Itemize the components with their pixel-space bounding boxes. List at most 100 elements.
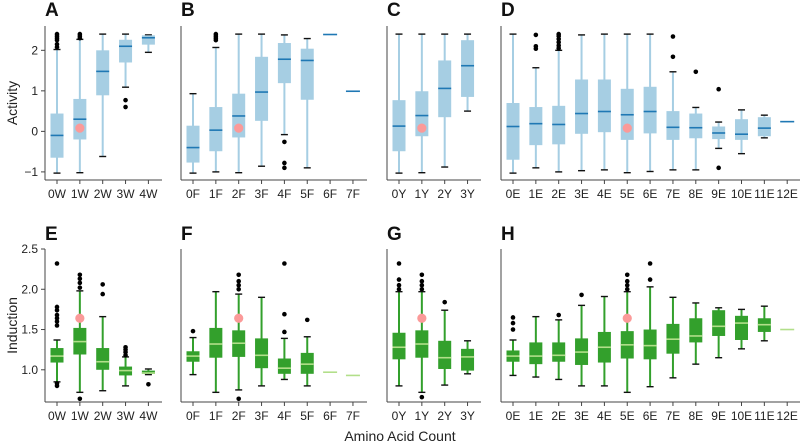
outlier-point xyxy=(213,31,219,37)
x-tick-label: 1W xyxy=(71,187,90,201)
x-tick-label: 12E xyxy=(777,409,798,423)
outlier-point xyxy=(510,315,516,320)
outlier-point xyxy=(670,34,676,39)
panel-label: D xyxy=(501,0,515,21)
outlier-point xyxy=(77,396,83,402)
outlier-point xyxy=(123,104,128,110)
x-tick-label: 3F xyxy=(255,187,269,201)
x-tick-label: 9E xyxy=(711,187,726,201)
x-tick-label: 3E xyxy=(574,187,589,201)
y-tick-label: 1.5 xyxy=(21,323,38,337)
x-tick-label: 7E xyxy=(666,187,681,201)
x-tick-label: 5E xyxy=(620,187,635,201)
box xyxy=(300,352,314,374)
y-tick-label: 1.0 xyxy=(21,363,38,377)
y-tick-label: 1 xyxy=(31,84,38,98)
x-tick-label: 6E xyxy=(643,409,658,423)
outlier-point xyxy=(100,291,105,297)
x-tick-label: 11E xyxy=(754,187,774,201)
box xyxy=(735,315,748,340)
outlier-point xyxy=(54,315,60,321)
x-axis-label: Amino Acid Count xyxy=(344,428,455,444)
box xyxy=(438,340,452,369)
x-tick-label: 1E xyxy=(529,187,544,201)
outlier-point xyxy=(77,31,83,37)
x-tick-label: 2E xyxy=(551,187,566,201)
outlier-point xyxy=(624,282,630,288)
outlier-point xyxy=(236,278,241,284)
outlier-point xyxy=(693,69,699,75)
outlier-point xyxy=(579,292,584,298)
outlier-point xyxy=(556,43,561,48)
y-tick-label: 2.0 xyxy=(21,282,38,296)
outlier-point xyxy=(146,381,151,387)
x-tick-label: 8E xyxy=(688,409,703,423)
outlier-point xyxy=(442,299,448,305)
x-tick-label: 0W xyxy=(48,409,67,423)
box xyxy=(255,56,269,121)
outlier-point xyxy=(282,261,287,266)
box xyxy=(643,329,657,360)
y-tick-label: −1 xyxy=(24,165,38,179)
x-tick-label: 0E xyxy=(506,187,521,201)
x-tick-label: 2Y xyxy=(437,409,452,423)
outlier-point xyxy=(396,261,402,266)
x-tick-label: 2W xyxy=(94,187,113,201)
y-tick-label: 2 xyxy=(31,43,38,57)
x-tick-label: 4W xyxy=(139,409,158,423)
panel-label: A xyxy=(45,0,59,21)
panel-label: H xyxy=(501,224,515,245)
x-tick-label: 3E xyxy=(574,409,589,423)
x-tick-label: 4E xyxy=(597,409,612,423)
box xyxy=(50,348,64,363)
box xyxy=(597,79,611,133)
outlier-point xyxy=(54,383,60,389)
outlier-point xyxy=(123,352,128,358)
x-tick-label: 0W xyxy=(48,187,67,201)
outlier-point xyxy=(556,39,561,45)
outlier-point xyxy=(624,272,630,278)
x-tick-label: 0F xyxy=(186,187,200,201)
outlier-point xyxy=(282,160,287,166)
box xyxy=(209,107,223,152)
x-tick-label: 11E xyxy=(754,409,774,423)
x-tick-label: 7F xyxy=(346,409,360,423)
x-tick-label: 2F xyxy=(232,187,246,201)
reference-point xyxy=(234,313,244,323)
reference-point xyxy=(622,313,632,323)
box xyxy=(392,332,406,360)
outlier-point xyxy=(54,307,60,313)
box xyxy=(461,40,475,97)
x-tick-label: 9E xyxy=(711,409,726,423)
box xyxy=(300,48,314,100)
x-tick-label: 1W xyxy=(71,409,90,423)
x-tick-label: 4E xyxy=(597,187,612,201)
outlier-point xyxy=(647,277,653,282)
x-tick-label: 2W xyxy=(94,409,113,423)
outlier-point xyxy=(190,328,196,334)
panel-label: B xyxy=(181,0,195,21)
outlier-point xyxy=(510,320,516,326)
outlier-point xyxy=(716,86,721,92)
y-axis-label: Activity xyxy=(4,81,20,125)
outlier-point xyxy=(282,139,287,145)
x-tick-label: 10E xyxy=(731,409,752,423)
box xyxy=(666,111,680,140)
x-tick-label: 12E xyxy=(777,187,798,201)
x-tick-label: 0F xyxy=(186,409,200,423)
box xyxy=(529,342,543,365)
x-tick-label: 5E xyxy=(620,409,635,423)
x-tick-label: 4F xyxy=(277,409,291,423)
outlier-point xyxy=(236,286,241,292)
panel-label: F xyxy=(181,224,193,245)
outlier-point xyxy=(716,165,721,171)
x-tick-label: 6F xyxy=(323,187,337,201)
box xyxy=(552,342,566,362)
outlier-point xyxy=(396,286,402,292)
reference-point xyxy=(417,313,427,323)
outlier-point xyxy=(396,277,402,282)
x-tick-label: 3W xyxy=(117,409,136,423)
outlier-point xyxy=(282,329,287,335)
outlier-point xyxy=(54,312,60,318)
y-tick-label: 0 xyxy=(31,124,38,138)
